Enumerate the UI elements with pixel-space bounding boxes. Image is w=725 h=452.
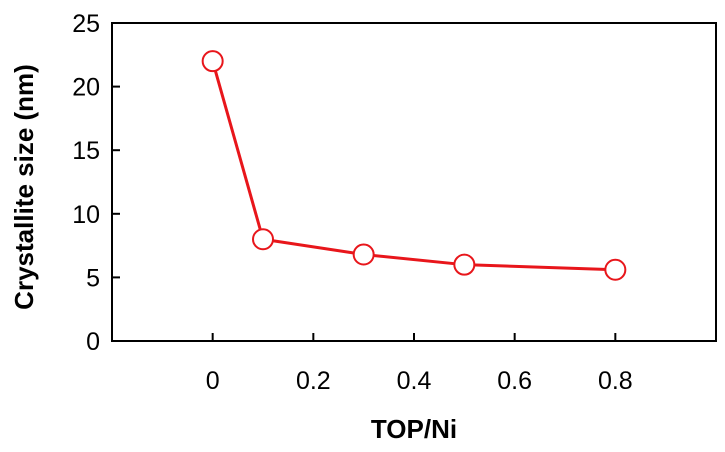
axes-layer: 0 5 10 15 20 25 0 0.2 0.4 0.6 0.8 <box>72 10 717 395</box>
x-tick-label: 0.2 <box>296 367 331 395</box>
data-point <box>252 228 274 251</box>
x-tick-label: 0.6 <box>497 367 532 395</box>
data-point <box>352 243 375 266</box>
data-point <box>453 253 476 276</box>
y-tick-label: 10 <box>72 201 100 229</box>
y-tick-label: 25 <box>72 10 100 38</box>
y-tick-label: 20 <box>72 74 100 102</box>
y-tick-label: 15 <box>72 137 100 165</box>
x-axis-title: TOP/Ni <box>371 414 457 444</box>
y-tick-label: 5 <box>86 264 100 292</box>
y-tick-label: 0 <box>86 328 100 356</box>
x-tick-label: 0 <box>206 367 220 395</box>
series-layer <box>201 50 627 281</box>
data-point <box>201 50 224 73</box>
x-tick-label: 0.8 <box>598 367 633 395</box>
y-axis-title: Crystallite size (nm) <box>9 64 39 310</box>
x-tick-label: 0.4 <box>397 367 432 395</box>
labels-layer: TOP/Ni Crystallite size (nm) <box>9 64 457 444</box>
plot-frame <box>111 22 717 342</box>
data-point <box>604 258 627 281</box>
